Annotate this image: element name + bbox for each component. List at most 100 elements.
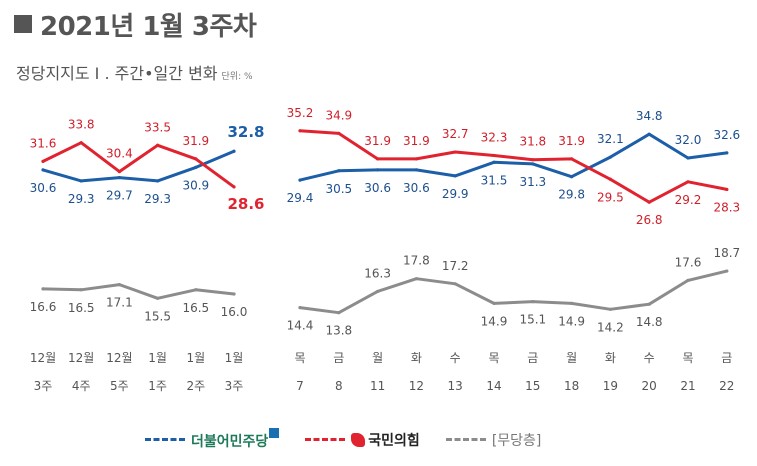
weekly-x-tick-top: 1월 <box>225 351 244 365</box>
daily-none-data-label: 13.8 <box>325 324 352 338</box>
weekly-ppp-point <box>41 159 45 163</box>
daily-none-point <box>337 311 341 315</box>
daily-none-data-label: 16.3 <box>364 266 391 280</box>
daily-x-tick-bottom: 13 <box>448 379 463 393</box>
daily-x-tick-top: 목 <box>294 351 305 365</box>
weekly-dem-point <box>79 179 83 183</box>
subtitle-text: 정당지지도 I . 주간•일간 변화 <box>16 64 218 83</box>
dem-flag-icon <box>269 428 280 438</box>
weekly-none-point <box>117 283 121 287</box>
daily-none-point <box>570 301 574 305</box>
daily-ppp-data-label: 28.3 <box>713 200 740 214</box>
daily-ppp-data-label: 29.2 <box>675 193 702 207</box>
weekly-ppp-data-label: 31.9 <box>182 134 209 148</box>
daily-none-data-label: 14.8 <box>636 315 663 329</box>
weekly-dem-data-label: 32.8 <box>227 123 264 141</box>
daily-none-point <box>376 289 380 294</box>
ppp-label: 국민의힘 <box>368 432 420 449</box>
weekly-none-point <box>79 288 83 292</box>
dem-logo: 더불어민주당 <box>191 428 280 451</box>
daily-x-tick-bottom: 8 <box>335 379 343 393</box>
weekly-dem-data-label: 29.3 <box>144 192 171 206</box>
weekly-none-point <box>156 296 160 300</box>
legend-item-dem: 더불어민주당 <box>145 428 280 451</box>
weekly-dem-data-label: 29.3 <box>68 192 95 206</box>
daily-dem-line <box>298 132 729 182</box>
daily-dem-data-label: 30.6 <box>364 181 391 195</box>
daily-dem-point <box>492 160 496 164</box>
daily-none-point <box>608 307 613 311</box>
legend: 더불어민주당 국민의힘 [무당층] <box>145 428 541 451</box>
daily-none-point <box>725 269 729 273</box>
daily-none-data-label: 18.7 <box>713 246 740 260</box>
daily-dem-data-label: 29.8 <box>558 188 585 202</box>
weekly-none-line <box>41 283 236 300</box>
daily-none-data-label: 14.9 <box>558 314 585 328</box>
daily-x-tick-top: 화 <box>411 351 422 365</box>
daily-none-point <box>453 282 457 286</box>
daily-ppp-data-label: 26.8 <box>636 213 663 227</box>
daily-dem-data-label: 32.6 <box>713 128 740 142</box>
daily-ppp-data-label: 31.9 <box>558 134 585 148</box>
daily-none-data-label: 17.6 <box>675 255 702 269</box>
daily-dem-point <box>376 168 380 172</box>
weekly-x-tick-bottom: 3주 <box>34 379 53 393</box>
weekly-ppp-data-label: 30.4 <box>106 147 133 161</box>
daily-x-tick-bottom: 7 <box>296 379 304 393</box>
weekly-none-data-label: 16.6 <box>30 300 57 314</box>
dem-line-swatch <box>145 438 185 441</box>
daily-x-tick-bottom: 18 <box>564 379 579 393</box>
daily-x-tick-bottom: 21 <box>680 379 695 393</box>
daily-none-point <box>647 302 651 306</box>
daily-x-tick-top: 화 <box>605 351 616 365</box>
poll-chart: 30.6 29.3 29.7 29.3 30.9 32.8 31.6 33.8 30.4 33.5… <box>30 106 741 393</box>
daily-dem-data-label: 32.0 <box>675 133 702 147</box>
none-label: [무당층] <box>491 432 542 449</box>
daily-dem-point <box>647 132 651 136</box>
daily-ppp-point <box>725 187 729 192</box>
weekly-x-tick-top: 1월 <box>148 351 167 365</box>
daily-x-tick-bottom: 22 <box>719 379 734 393</box>
daily-dem-point <box>608 155 613 159</box>
daily-dem-data-label: 31.5 <box>481 173 508 187</box>
daily-dem-point <box>453 174 457 178</box>
weekly-dem-data-label: 29.7 <box>106 189 133 203</box>
title-square-icon <box>14 15 32 33</box>
daily-ppp-point <box>414 157 418 161</box>
weekly-ppp-point <box>79 141 83 145</box>
weekly-none-point <box>232 292 236 296</box>
daily-x-tick-top: 월 <box>372 351 383 365</box>
daily-none-data-label: 14.4 <box>287 319 314 333</box>
weekly-none-data-label: 17.1 <box>106 296 133 310</box>
daily-dem-point <box>725 151 729 155</box>
legend-item-none: [무당층] <box>445 430 542 450</box>
daily-x-tick-bottom: 11 <box>370 379 385 393</box>
daily-dem-point <box>686 156 690 160</box>
weekly-x-tick-top: 12월 <box>30 351 56 365</box>
daily-ppp-point <box>298 129 302 133</box>
weekly-x-tick-bottom: 4주 <box>72 379 91 393</box>
weekly-ppp-point <box>156 143 160 147</box>
daily-dem-point <box>414 168 418 172</box>
daily-ppp-point <box>337 131 341 135</box>
daily-ppp-data-label: 31.9 <box>403 134 430 148</box>
daily-none-data-label: 15.1 <box>519 313 546 327</box>
daily-dem-data-label: 34.8 <box>636 109 663 123</box>
daily-ppp-line <box>298 129 729 204</box>
daily-x-tick-bottom: 14 <box>486 379 501 393</box>
daily-x-tick-top: 수 <box>644 351 655 365</box>
weekly-x-tick-bottom: 5주 <box>110 379 129 393</box>
daily-x-tick-top: 월 <box>566 351 577 365</box>
daily-ppp-data-label: 32.3 <box>481 130 508 144</box>
daily-dem-data-label: 30.5 <box>325 182 352 196</box>
weekly-x-tick-bottom: 2주 <box>186 379 205 393</box>
weekly-ppp-point <box>117 170 121 174</box>
daily-ppp-data-label: 32.7 <box>442 127 469 141</box>
ppp-mark-icon <box>351 432 366 447</box>
weekly-x-tick-bottom: 1주 <box>148 379 167 393</box>
weekly-none-point <box>41 287 45 291</box>
weekly-dem-point <box>232 149 236 153</box>
ppp-line-swatch <box>305 438 346 441</box>
daily-ppp-point <box>608 177 613 181</box>
weekly-dem-point <box>194 165 198 169</box>
